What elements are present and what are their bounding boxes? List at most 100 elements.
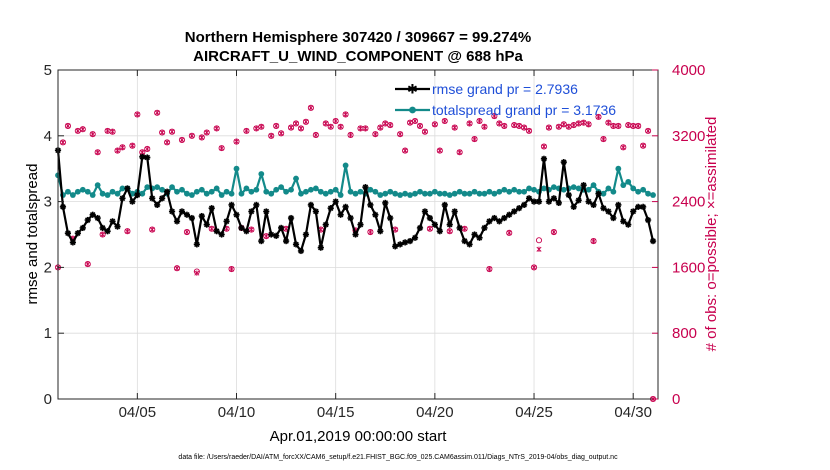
totalspread-point bbox=[104, 192, 111, 198]
totalspread-point bbox=[238, 190, 245, 197]
rmse-point bbox=[640, 203, 647, 210]
totalspread-point bbox=[303, 188, 309, 195]
y-axis-label: rmse and totalspread bbox=[24, 164, 41, 305]
totalspread-point bbox=[422, 190, 428, 197]
rmse-point bbox=[397, 241, 404, 248]
totalspread-point bbox=[531, 186, 537, 193]
rmse-point bbox=[292, 241, 300, 248]
rmse-point bbox=[347, 214, 354, 222]
obs-assimilated-point bbox=[496, 120, 502, 127]
rmse-point bbox=[253, 201, 260, 208]
totalspread-point bbox=[407, 192, 413, 198]
rmse-point bbox=[168, 208, 176, 215]
obs-assimilated-point bbox=[159, 129, 165, 136]
obs-assimilated-point bbox=[174, 265, 180, 271]
rmse-point bbox=[243, 228, 250, 235]
obs-assimilated-point bbox=[640, 143, 646, 149]
rmse-point bbox=[228, 201, 235, 208]
totalspread-point bbox=[560, 186, 567, 193]
y-tick-label: 2 bbox=[44, 259, 52, 276]
rmse-point bbox=[69, 239, 76, 246]
totalspread-point bbox=[491, 190, 498, 197]
rmse-point bbox=[466, 241, 473, 248]
totalspread-point bbox=[511, 186, 518, 193]
rmse-point bbox=[406, 237, 414, 245]
rmse-point bbox=[124, 185, 131, 192]
obs-assimilated-point bbox=[531, 264, 537, 271]
obs-assimilated-point bbox=[308, 105, 314, 111]
totalspread-point bbox=[486, 188, 493, 195]
totalspread-point bbox=[114, 190, 121, 197]
obs-assimilated-point bbox=[581, 120, 587, 126]
obs-assimilated-point bbox=[392, 226, 398, 233]
totalspread-point bbox=[208, 188, 215, 195]
rmse-point bbox=[302, 231, 310, 238]
totalspread-point bbox=[218, 192, 225, 198]
y-tick-label: 4 bbox=[44, 128, 52, 145]
rmse-point bbox=[342, 203, 349, 210]
totalspread-point bbox=[169, 184, 175, 191]
obs-assimilated-point bbox=[377, 124, 383, 131]
totalspread-point bbox=[327, 188, 334, 195]
rmse-point bbox=[436, 228, 443, 235]
totalspread-point bbox=[84, 188, 91, 195]
totalspread-point bbox=[139, 190, 146, 197]
rmse-point bbox=[79, 224, 86, 232]
obs-assimilated-point bbox=[303, 119, 309, 125]
obs-assimilated-point bbox=[298, 125, 304, 132]
rmse-point bbox=[159, 195, 166, 202]
data-file-footer: data file: /Users/raeder/DAI/ATM_forcXX/… bbox=[178, 454, 618, 461]
rmse-point bbox=[223, 218, 230, 225]
y-tick-label: 3 bbox=[44, 194, 52, 211]
rmse-point bbox=[501, 214, 508, 222]
rmse-point bbox=[134, 191, 141, 199]
totalspread-point bbox=[367, 186, 374, 193]
rmse-point bbox=[238, 224, 245, 232]
totalspread-point bbox=[253, 186, 260, 193]
obs-assimilated-point bbox=[407, 120, 413, 126]
totalspread-point bbox=[570, 184, 577, 191]
obs-assimilated-point bbox=[427, 226, 433, 232]
totalspread-point bbox=[645, 190, 651, 197]
obs-assimilated-point bbox=[541, 143, 547, 150]
obs-assimilated-point bbox=[278, 130, 284, 136]
rmse-point bbox=[595, 190, 602, 197]
obs-assimilated-point bbox=[273, 123, 279, 129]
totalspread-point bbox=[337, 192, 344, 198]
obs-assimilated-point bbox=[442, 118, 448, 124]
rmse-point bbox=[486, 218, 493, 225]
totalspread-point bbox=[89, 192, 96, 198]
obs-assimilated-point bbox=[367, 229, 373, 235]
totalspread-point bbox=[79, 186, 86, 193]
obs-assimilated-point bbox=[263, 233, 269, 239]
x-tick-label: 04/05 bbox=[119, 404, 157, 421]
totalspread-point bbox=[387, 188, 394, 195]
legend-rmse-label: rmse grand pr = 2.7936 bbox=[432, 81, 578, 97]
obs-assimilated-point bbox=[506, 230, 512, 236]
obs-assimilated-point bbox=[586, 121, 592, 127]
totalspread-point bbox=[322, 190, 329, 197]
totalspread-point bbox=[590, 182, 597, 189]
obs-assimilated-point bbox=[288, 124, 294, 131]
obs-assimilated-point bbox=[219, 145, 225, 151]
rmse-point bbox=[139, 153, 146, 160]
obs-assimilated-point bbox=[129, 143, 135, 149]
obs-assimilated-point bbox=[60, 139, 66, 146]
totalspread-point bbox=[203, 190, 210, 197]
rmse-point bbox=[193, 241, 200, 248]
totalspread-point bbox=[417, 188, 423, 195]
totalspread-point bbox=[431, 188, 438, 195]
plot-frame bbox=[57, 69, 659, 400]
x-axis: 04/05 04/10 04/15 04/20 04/25 04/30 bbox=[119, 70, 652, 421]
legend-spread-label: totalspread grand pr = 3.1736 bbox=[432, 102, 616, 118]
obs-assimilated-point bbox=[154, 110, 160, 116]
rmse-point bbox=[119, 195, 126, 202]
obs-assimilated-point bbox=[615, 123, 621, 129]
obs-assimilated-point bbox=[571, 122, 577, 128]
totalspread-point bbox=[332, 186, 339, 193]
obs-assimilated-point bbox=[481, 124, 487, 130]
totalspread-point bbox=[258, 171, 265, 177]
y2-tick-label: 800 bbox=[672, 325, 697, 342]
totalspread-point bbox=[615, 165, 622, 172]
